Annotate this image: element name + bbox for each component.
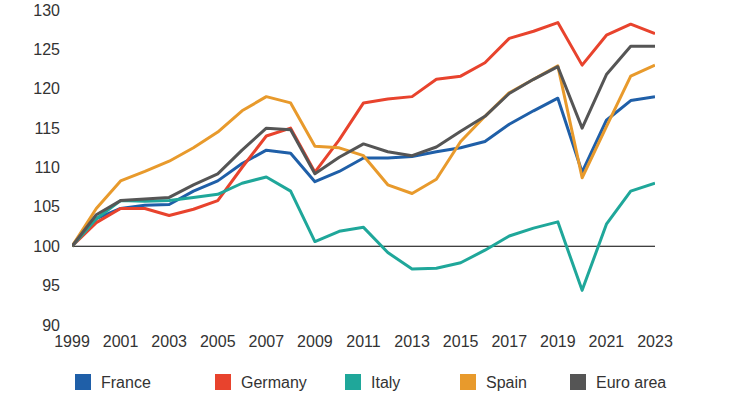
y-tick-label: 90 — [42, 317, 60, 334]
x-tick-label: 2001 — [103, 333, 139, 350]
legend-label: Germany — [241, 374, 307, 391]
legend-swatch — [75, 374, 91, 390]
y-tick-label: 125 — [33, 41, 60, 58]
chart: 90 95 100 105 110 115 120 125 130 1999 2001 2003 200… — [0, 0, 730, 410]
x-tick-label: 2005 — [200, 333, 236, 350]
x-tick-label: 2019 — [540, 333, 576, 350]
series-line — [72, 23, 655, 247]
x-tick-label: 2023 — [637, 333, 673, 350]
legend-label: Italy — [371, 374, 400, 391]
series-line — [72, 46, 655, 246]
plot-area — [72, 23, 655, 291]
legend-label: Euro area — [596, 374, 666, 391]
x-tick-label: 2009 — [297, 333, 333, 350]
y-tick-label: 100 — [33, 238, 60, 255]
x-tick-label: 2003 — [151, 333, 187, 350]
x-tick-label: 1999 — [54, 333, 90, 350]
legend-label: France — [101, 374, 151, 391]
x-tick-label: 2017 — [491, 333, 527, 350]
y-tick-label: 120 — [33, 80, 60, 97]
y-tick-label: 115 — [34, 120, 60, 137]
x-tick-label: 2021 — [589, 333, 625, 350]
legend-swatch — [345, 374, 361, 390]
series-line — [72, 97, 655, 247]
legend-swatch — [570, 374, 586, 390]
x-tick-label: 2015 — [443, 333, 479, 350]
series-line — [72, 177, 655, 290]
y-tick-label: 95 — [42, 277, 60, 294]
legend-swatch — [460, 374, 476, 390]
x-tick-label: 2013 — [394, 333, 430, 350]
y-tick-label: 105 — [33, 198, 60, 215]
y-tick-label: 130 — [33, 2, 60, 19]
legend-swatch — [215, 374, 231, 390]
x-tick-label: 2011 — [346, 333, 381, 350]
x-tick-label: 2007 — [249, 333, 285, 350]
legend-label: Spain — [486, 374, 527, 391]
y-tick-label: 110 — [34, 159, 60, 176]
